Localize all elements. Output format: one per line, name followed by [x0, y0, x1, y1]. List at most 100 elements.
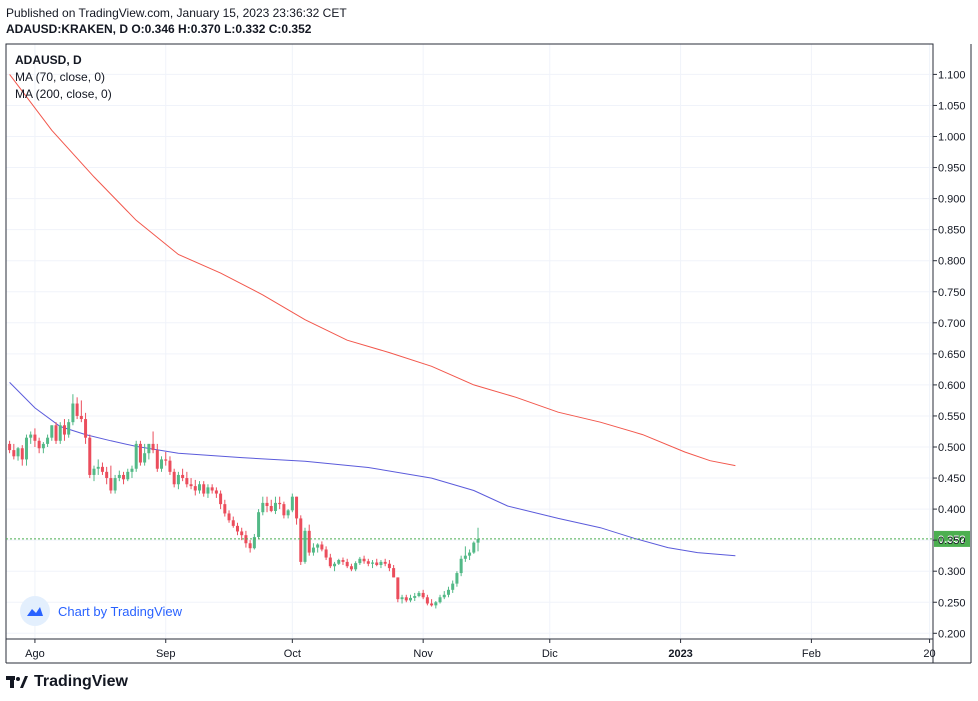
candle[interactable]: [396, 577, 400, 603]
candle[interactable]: [320, 541, 324, 552]
candle[interactable]: [261, 496, 265, 516]
candle[interactable]: [295, 496, 299, 525]
candle[interactable]: [231, 516, 235, 528]
candle[interactable]: [54, 422, 58, 444]
candle[interactable]: [316, 543, 320, 553]
candle[interactable]: [29, 431, 33, 444]
candle[interactable]: [79, 400, 83, 423]
candle[interactable]: [468, 549, 472, 561]
candle[interactable]: [50, 425, 54, 441]
candle[interactable]: [75, 397, 79, 420]
candle[interactable]: [392, 564, 396, 578]
legend-ma200[interactable]: MA (200, close, 0): [15, 87, 112, 101]
candle[interactable]: [278, 496, 282, 510]
candle[interactable]: [451, 580, 455, 593]
candle[interactable]: [105, 466, 109, 485]
candle[interactable]: [446, 586, 450, 598]
candle[interactable]: [430, 599, 434, 607]
candle[interactable]: [248, 540, 252, 553]
candle[interactable]: [303, 527, 307, 564]
candle[interactable]: [290, 493, 294, 513]
candle[interactable]: [88, 434, 92, 479]
candle[interactable]: [71, 394, 75, 426]
candle[interactable]: [442, 591, 446, 600]
candle[interactable]: [84, 412, 88, 444]
candle[interactable]: [282, 501, 286, 519]
candle[interactable]: [12, 443, 16, 460]
candle[interactable]: [67, 419, 71, 438]
candle[interactable]: [214, 487, 218, 498]
candle[interactable]: [143, 443, 147, 466]
candle[interactable]: [210, 484, 214, 494]
candle[interactable]: [164, 451, 168, 466]
candle[interactable]: [24, 434, 28, 466]
candle[interactable]: [463, 546, 467, 562]
candle[interactable]: [358, 556, 362, 565]
candle[interactable]: [421, 589, 425, 600]
candle[interactable]: [286, 509, 290, 519]
candle[interactable]: [219, 490, 223, 510]
candle[interactable]: [20, 445, 24, 466]
candle[interactable]: [371, 560, 375, 569]
candle[interactable]: [362, 555, 366, 564]
candle[interactable]: [459, 555, 463, 577]
candle[interactable]: [151, 431, 155, 454]
candle[interactable]: [337, 558, 341, 565]
candle[interactable]: [185, 471, 189, 488]
candle[interactable]: [113, 474, 117, 494]
candle[interactable]: [122, 471, 126, 485]
candle[interactable]: [227, 510, 231, 523]
candle[interactable]: [387, 560, 391, 572]
candle[interactable]: [438, 594, 442, 604]
candle[interactable]: [189, 478, 193, 490]
candle[interactable]: [476, 527, 480, 552]
candle[interactable]: [235, 522, 239, 536]
candle[interactable]: [366, 558, 370, 567]
tradingview-brand[interactable]: TradingView: [6, 673, 128, 691]
candle[interactable]: [244, 530, 248, 548]
candle[interactable]: [299, 515, 303, 565]
candle[interactable]: [333, 561, 337, 572]
candle[interactable]: [265, 496, 269, 513]
candle[interactable]: [62, 419, 66, 441]
candle[interactable]: [324, 546, 328, 561]
candle[interactable]: [375, 558, 379, 567]
tradingview-watermark[interactable]: Chart by TradingView: [20, 596, 182, 626]
candle[interactable]: [46, 434, 50, 447]
legend-ma70[interactable]: MA (70, close, 0): [15, 70, 105, 84]
candle[interactable]: [425, 594, 429, 606]
candle[interactable]: [417, 591, 421, 598]
candle[interactable]: [172, 468, 176, 488]
candle[interactable]: [33, 428, 37, 447]
candle[interactable]: [383, 558, 387, 567]
candle[interactable]: [160, 456, 164, 472]
candle[interactable]: [109, 465, 113, 494]
candle[interactable]: [155, 443, 159, 472]
candle[interactable]: [311, 543, 315, 556]
candle[interactable]: [193, 479, 197, 496]
candle[interactable]: [8, 440, 12, 454]
candle[interactable]: [472, 541, 476, 554]
candle[interactable]: [202, 481, 206, 497]
candle[interactable]: [147, 443, 151, 460]
candle[interactable]: [92, 465, 96, 482]
candle[interactable]: [126, 468, 130, 482]
candle[interactable]: [354, 561, 358, 572]
candle[interactable]: [181, 468, 185, 482]
candle[interactable]: [404, 594, 408, 603]
candle[interactable]: [206, 484, 210, 498]
candle[interactable]: [100, 462, 104, 475]
candle[interactable]: [96, 459, 100, 475]
candle[interactable]: [134, 440, 138, 472]
candle[interactable]: [273, 496, 277, 515]
candle[interactable]: [455, 571, 459, 587]
candle[interactable]: [176, 471, 180, 490]
candle[interactable]: [223, 499, 227, 517]
candle[interactable]: [307, 524, 311, 556]
candle[interactable]: [168, 456, 172, 475]
candle[interactable]: [434, 601, 438, 609]
candle[interactable]: [252, 533, 256, 550]
candle[interactable]: [58, 422, 62, 444]
candle[interactable]: [341, 557, 345, 565]
